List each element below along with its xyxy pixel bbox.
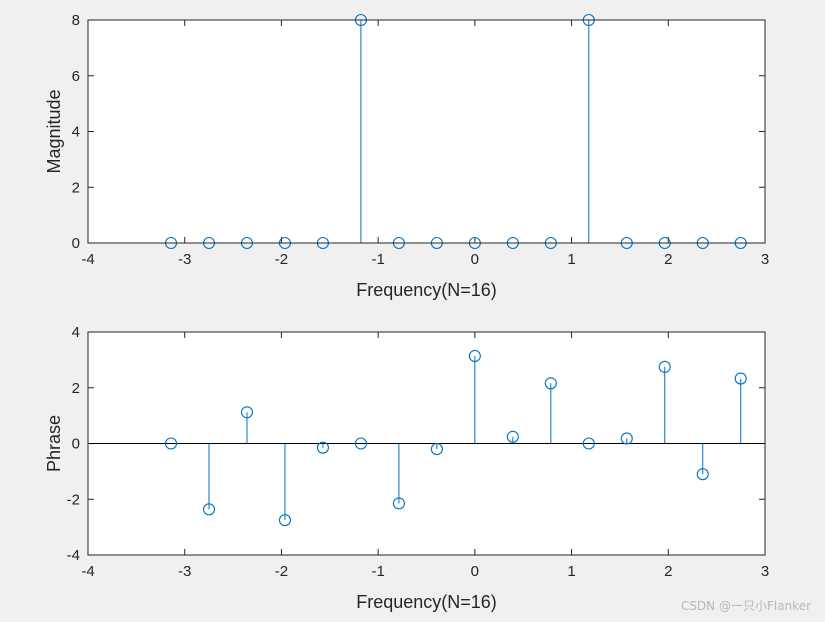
axes-box [87, 19, 766, 244]
y-tick-label: 0 [72, 436, 80, 453]
x-tick-label: -3 [178, 563, 191, 580]
y-tick-label: 6 [72, 68, 80, 85]
y-axis-label: Phrase [44, 415, 64, 472]
stem-marker [430, 443, 443, 456]
stem-marker [734, 372, 747, 385]
plot-area [88, 20, 765, 243]
x-tick-label: -3 [178, 251, 191, 268]
x-tick-label: 1 [567, 563, 575, 580]
stem-marker [468, 349, 481, 363]
stem-marker [202, 503, 216, 516]
chart-2: -4 -3 -2 -1 0 1 2 3 -4 -2 0 2 4 Frequency(N=16) Phrase [44, 324, 769, 612]
y-tick-label: -4 [67, 547, 80, 564]
y-tick-label: 0 [72, 235, 80, 252]
x-axis-label: Frequency(N=16) [356, 592, 497, 612]
y-axis-label: Magnitude [44, 89, 64, 173]
stem-marker [544, 377, 557, 390]
chart-1: -4 -3 -2 -1 0 1 2 3 0 2 4 6 8 Frequency(N=16) Magnitud… [44, 12, 769, 300]
stem-marker [164, 437, 178, 450]
y-tick-label: 2 [72, 179, 80, 196]
y-tick-label: 8 [72, 12, 80, 29]
stem-marker [392, 497, 405, 510]
stem-marker [620, 432, 633, 445]
x-tick-label: -1 [371, 563, 384, 580]
y-tick-label: 4 [72, 324, 80, 341]
x-tick-label: -2 [275, 563, 288, 580]
y-tick-label: 2 [72, 380, 80, 397]
stem-marker [316, 441, 329, 454]
x-tick-label: 2 [664, 563, 672, 580]
x-tick-label: 1 [567, 251, 575, 268]
x-tick-label: -4 [81, 251, 94, 268]
x-tick-label: -2 [275, 251, 288, 268]
stem-marker [506, 430, 519, 443]
stem-marker [240, 406, 254, 419]
x-tick-label: 3 [761, 563, 769, 580]
stem-marker [582, 437, 595, 450]
x-tick-label: 2 [664, 251, 672, 268]
y-tick-label: 4 [72, 124, 80, 141]
watermark: CSDN @一只小Flanker [680, 599, 811, 613]
x-tick-label: 0 [471, 563, 479, 580]
x-axis-label: Frequency(N=16) [356, 280, 497, 300]
x-tick-label: 0 [471, 251, 479, 268]
stem-marker [696, 468, 709, 481]
x-tick-label: -4 [81, 563, 94, 580]
y-tick-label: -2 [67, 491, 80, 508]
stem-marker [278, 514, 292, 527]
stem-marker [354, 437, 367, 450]
stem-marker [658, 360, 671, 373]
axes-box [87, 331, 766, 556]
x-tick-label: 3 [761, 251, 769, 268]
x-tick-label: -1 [371, 251, 384, 268]
